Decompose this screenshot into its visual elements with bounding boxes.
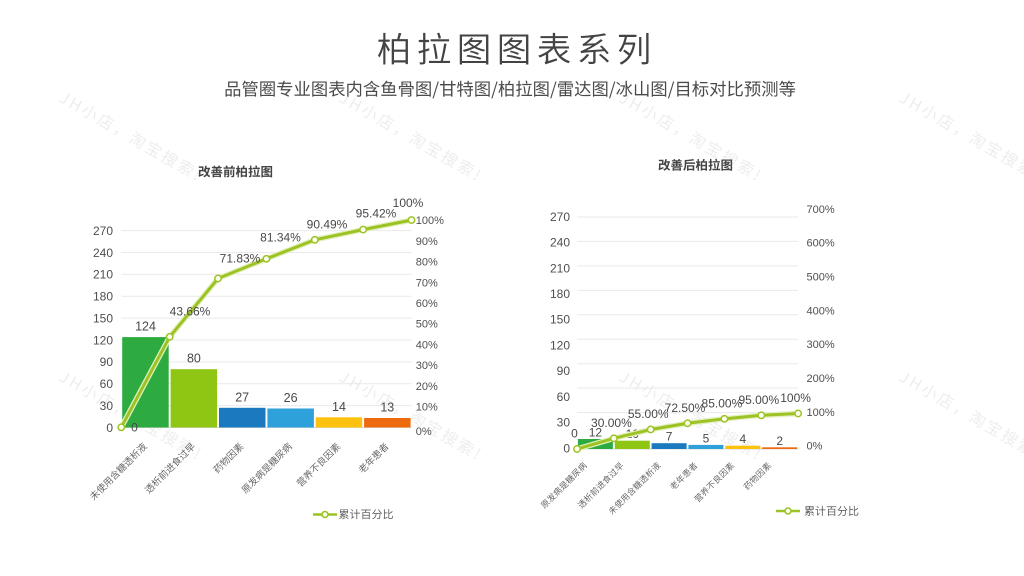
svg-text:0: 0 — [131, 421, 138, 435]
svg-text:50%: 50% — [416, 319, 438, 331]
svg-text:700%: 700% — [807, 204, 835, 216]
svg-text:0: 0 — [563, 441, 570, 455]
svg-text:80: 80 — [187, 352, 201, 366]
svg-text:10%: 10% — [416, 402, 438, 414]
svg-text:240: 240 — [93, 246, 113, 260]
svg-text:500%: 500% — [807, 272, 835, 284]
svg-text:120: 120 — [550, 338, 570, 352]
svg-text:60%: 60% — [416, 298, 438, 310]
svg-text:20%: 20% — [416, 381, 438, 393]
svg-text:90.49%: 90.49% — [307, 217, 348, 231]
svg-text:4: 4 — [739, 432, 746, 446]
svg-text:120: 120 — [93, 333, 113, 347]
svg-text:100%: 100% — [416, 215, 444, 227]
svg-text:60: 60 — [100, 377, 114, 391]
svg-text:30: 30 — [557, 416, 571, 430]
svg-text:300%: 300% — [807, 339, 835, 351]
svg-text:600%: 600% — [807, 238, 835, 250]
svg-text:5: 5 — [703, 431, 710, 445]
svg-text:0%: 0% — [807, 441, 823, 453]
svg-text:240: 240 — [550, 236, 570, 250]
svg-text:270: 270 — [93, 224, 113, 238]
svg-text:95.00%: 95.00% — [738, 393, 779, 407]
svg-text:180: 180 — [93, 290, 113, 304]
svg-text:210: 210 — [93, 268, 113, 282]
svg-text:210: 210 — [550, 261, 570, 275]
svg-text:90%: 90% — [416, 236, 438, 248]
svg-text:0: 0 — [106, 421, 113, 435]
svg-text:27: 27 — [235, 390, 249, 404]
svg-text:0: 0 — [571, 427, 578, 441]
svg-text:400%: 400% — [807, 305, 835, 317]
svg-text:55.00%: 55.00% — [628, 407, 669, 421]
svg-text:70%: 70% — [416, 277, 438, 289]
svg-text:60: 60 — [557, 390, 571, 404]
svg-text:2: 2 — [776, 434, 783, 448]
svg-text:85.00%: 85.00% — [702, 396, 743, 410]
svg-text:90: 90 — [557, 364, 571, 378]
svg-text:100%: 100% — [807, 407, 835, 419]
svg-text:100%: 100% — [780, 391, 811, 405]
svg-text:14: 14 — [332, 400, 346, 414]
svg-text:90: 90 — [100, 355, 114, 369]
svg-text:100%: 100% — [393, 196, 424, 210]
svg-text:12: 12 — [589, 426, 603, 440]
svg-text:81.34%: 81.34% — [260, 230, 301, 244]
svg-text:95.42%: 95.42% — [356, 206, 397, 220]
svg-text:43.66%: 43.66% — [170, 304, 211, 318]
svg-text:71.83%: 71.83% — [220, 251, 261, 265]
svg-text:0%: 0% — [416, 426, 432, 438]
svg-text:80%: 80% — [416, 257, 438, 269]
svg-text:124: 124 — [135, 320, 156, 334]
svg-text:40%: 40% — [416, 339, 438, 351]
svg-text:30%: 30% — [416, 360, 438, 372]
svg-text:150: 150 — [93, 311, 113, 325]
svg-text:13: 13 — [380, 401, 394, 415]
svg-text:72.50%: 72.50% — [665, 401, 706, 415]
svg-text:30.00%: 30.00% — [591, 416, 632, 430]
svg-text:30: 30 — [100, 399, 114, 413]
svg-text:150: 150 — [550, 313, 570, 327]
svg-text:180: 180 — [550, 287, 570, 301]
svg-text:200%: 200% — [807, 373, 835, 385]
svg-text:7: 7 — [666, 430, 673, 444]
svg-text:26: 26 — [284, 391, 298, 405]
svg-text:270: 270 — [550, 210, 570, 224]
